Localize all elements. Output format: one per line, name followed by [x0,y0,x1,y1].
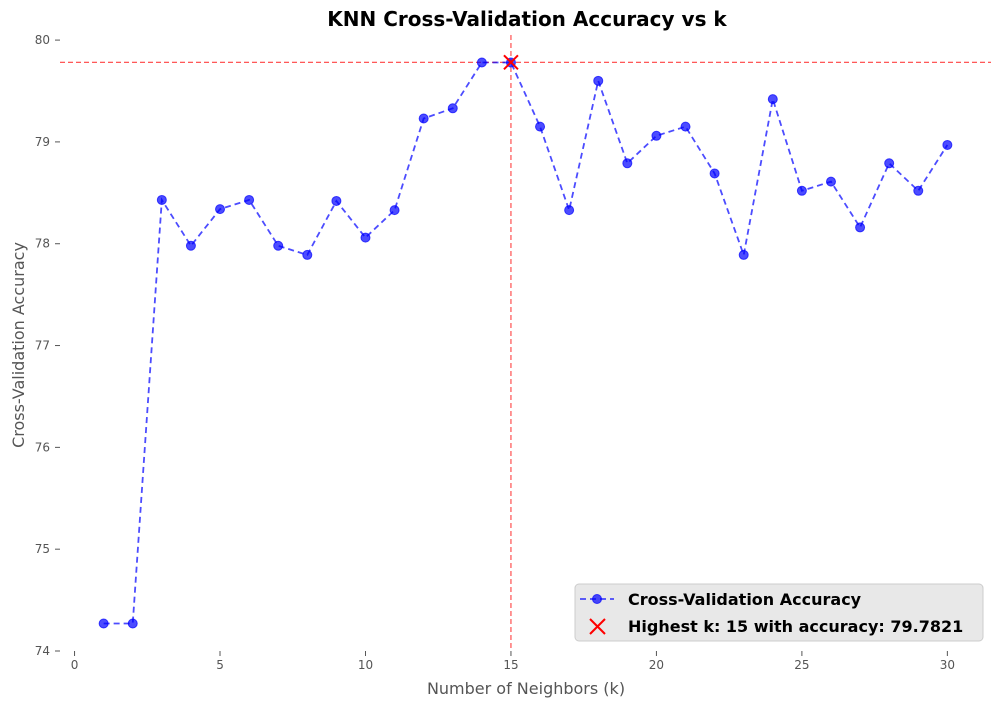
data-point [884,158,895,169]
data-point [331,195,342,206]
legend-highlight-label: Highest k: 15 with accuracy: 79.7821 [628,617,963,636]
data-point [535,121,546,132]
data-point [796,185,807,196]
series-line [103,61,949,625]
y-tick-label: 75 [35,542,50,556]
y-tick-label: 80 [35,33,50,47]
data-point [709,168,720,179]
legend-series-marker [592,594,602,604]
x-tick-label: 30 [940,658,955,672]
x-tick-label: 20 [649,658,664,672]
data-point [825,176,836,187]
legend-box [574,583,984,642]
series-layer [98,57,953,629]
legend: Cross-Validation Accuracy Highest k: 15 … [574,583,984,642]
data-point [127,618,138,629]
data-point [680,121,691,132]
legend-series-label: Cross-Validation Accuracy [628,590,862,609]
data-point [215,204,226,215]
data-point [389,205,400,216]
x-tick-label: 10 [358,658,373,672]
data-point [622,158,633,169]
y-tick-label: 78 [35,237,50,251]
data-point [418,113,429,124]
legend-highlight-marker-b [589,618,606,635]
axes: 0 5 10 15 20 25 30 74 75 76 77 78 79 80 [35,33,955,672]
y-tick-label: 77 [35,339,50,353]
y-tick-label: 76 [35,440,50,454]
reference-lines [60,35,991,651]
data-point [447,103,458,114]
x-tick-label: 25 [794,658,809,672]
x-tick-label: 5 [216,658,224,672]
y-tick-label: 74 [35,644,50,658]
y-axis-label: Cross-Validation Accuracy [9,242,28,448]
data-point [564,205,575,216]
data-point [185,240,196,251]
chart-title: KNN Cross-Validation Accuracy vs k [327,7,727,31]
highlight-layer [503,54,519,70]
data-point [98,618,109,629]
y-tick-label: 79 [35,135,50,149]
data-point [651,130,662,141]
data-point [476,57,487,68]
data-point [855,222,866,233]
x-tick-label: 15 [503,658,518,672]
highlight-marker-b [503,54,519,70]
x-axis-label: Number of Neighbors (k) [427,679,625,698]
data-point [156,194,167,205]
data-point [738,249,749,260]
data-point [593,75,604,86]
data-point [767,94,778,105]
data-point [360,232,371,243]
data-point [942,139,953,150]
data-point [244,194,255,205]
data-point [273,240,284,251]
data-point [302,249,313,260]
x-tick-label: 0 [71,658,79,672]
data-point [913,185,924,196]
